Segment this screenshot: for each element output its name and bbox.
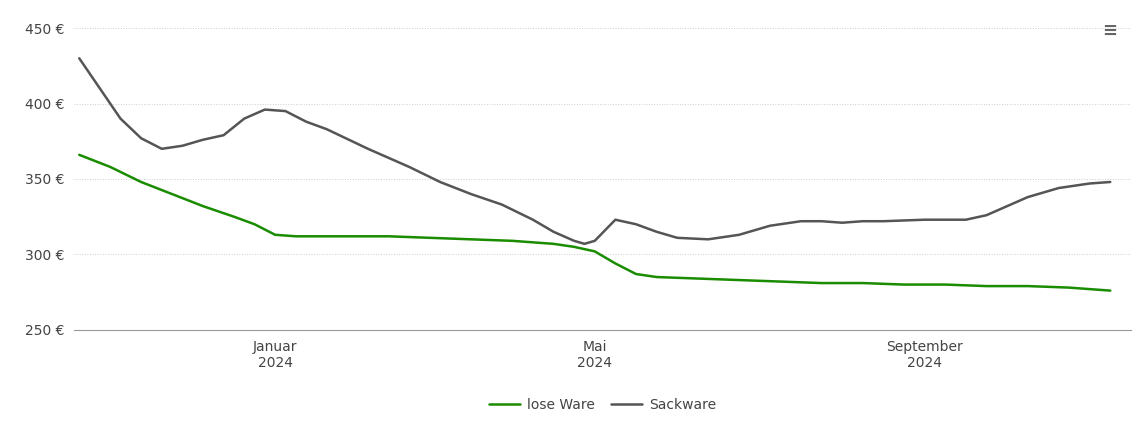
- Text: ≡: ≡: [1102, 22, 1117, 39]
- Legend: lose Ware, Sackware: lose Ware, Sackware: [483, 393, 722, 418]
